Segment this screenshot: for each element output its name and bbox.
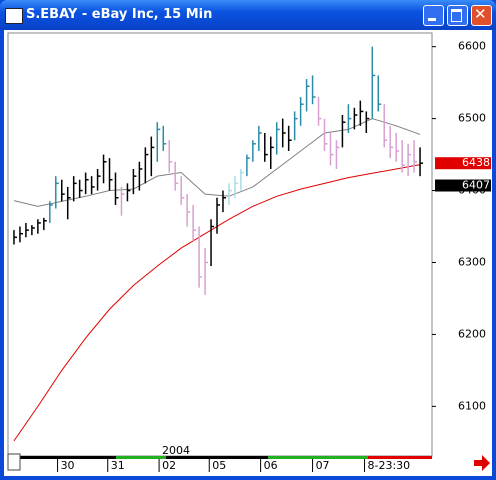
price-marker-label: 6438 [462,156,490,169]
y-tick-label: 6200 [458,327,486,340]
price-marker [435,157,491,170]
window-title: S.EBAY - eBay Inc, 15 Min [26,7,213,22]
scroll-arrow[interactable] [474,455,490,471]
price-marker [435,179,491,192]
time-strip-segment [268,456,368,459]
y-tick-label: 6500 [458,112,486,125]
y-tick-label: 6100 [458,399,486,412]
price-marker-label: 6407 [462,179,490,192]
x-tick-label: 02 [162,459,176,472]
time-strip [8,456,432,459]
y-tick-label: 6600 [458,40,486,53]
chart: 6100620063006400650066003031020506078-23… [4,30,492,476]
x-tick-label: 05 [212,459,226,472]
x-tick-label: 30 [61,459,75,472]
x-tick-label: 8-23:30 [368,459,411,472]
x-tick-label: 06 [264,459,278,472]
time-strip-segment [368,456,432,459]
close-button[interactable]: ✕ [471,5,492,26]
y-tick-label: 6300 [458,255,486,268]
title-bar: S.EBAY - eBay Inc, 15 Min ✕ [0,0,496,30]
maximize-button[interactable] [447,5,468,26]
minimize-button[interactable] [423,5,444,26]
time-strip-segment [116,456,166,459]
x-tick-label: 31 [111,459,125,472]
scroll-box[interactable] [7,453,21,471]
plot-area [7,32,433,457]
x-tick-label: 07 [316,459,330,472]
app-icon [5,8,23,24]
year-label: 2004 [162,444,190,457]
moving-average [13,118,421,207]
